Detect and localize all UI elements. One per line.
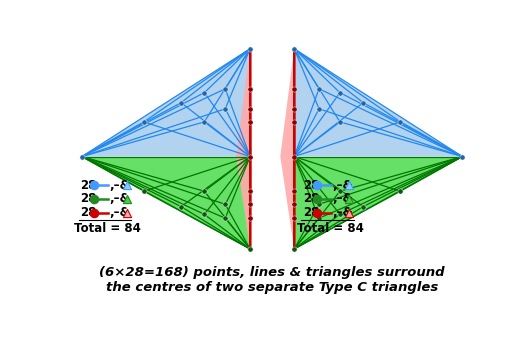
Text: ,–&: ,–& — [332, 206, 353, 219]
Point — [90, 196, 99, 202]
Point — [336, 119, 344, 125]
Point — [336, 90, 344, 95]
Point — [312, 182, 321, 188]
Text: 28: 28 — [80, 192, 97, 206]
Point — [221, 106, 229, 112]
Point — [90, 182, 99, 188]
Point — [290, 201, 298, 207]
Text: (6×28=168) points, lines & triangles surround: (6×28=168) points, lines & triangles sur… — [99, 266, 444, 279]
Polygon shape — [82, 49, 250, 157]
Point — [359, 100, 367, 105]
Point — [290, 246, 298, 252]
Point — [312, 210, 321, 215]
Point — [290, 154, 298, 159]
Point — [246, 215, 254, 221]
Point — [290, 106, 298, 112]
Text: Total = 84: Total = 84 — [296, 222, 363, 235]
Text: ,–&: ,–& — [110, 192, 131, 206]
Text: 28: 28 — [80, 206, 97, 219]
Point — [345, 182, 354, 188]
Point — [200, 119, 209, 125]
Point — [200, 189, 209, 194]
Point — [246, 46, 254, 51]
Point — [315, 201, 323, 207]
Point — [140, 119, 148, 125]
Text: 28: 28 — [303, 206, 319, 219]
Point — [246, 246, 254, 252]
Point — [345, 210, 354, 215]
Point — [200, 212, 209, 217]
Polygon shape — [294, 157, 463, 249]
Text: ,–&: ,–& — [332, 179, 353, 192]
Point — [78, 154, 86, 159]
Point — [359, 204, 367, 209]
Polygon shape — [294, 49, 463, 157]
Point — [396, 189, 405, 194]
Point — [123, 196, 131, 202]
Point — [312, 196, 321, 202]
Text: ,–&: ,–& — [332, 192, 353, 206]
Text: 28: 28 — [303, 192, 319, 206]
Point — [458, 154, 467, 159]
Point — [221, 86, 229, 92]
Polygon shape — [82, 157, 250, 249]
Point — [290, 86, 298, 92]
Point — [140, 189, 148, 194]
Point — [246, 201, 254, 207]
Point — [290, 119, 298, 125]
Point — [290, 189, 298, 194]
Point — [221, 201, 229, 207]
Polygon shape — [236, 49, 250, 249]
Text: 28: 28 — [303, 179, 319, 192]
Point — [396, 119, 405, 125]
Point — [246, 119, 254, 125]
Point — [246, 106, 254, 112]
Point — [315, 215, 323, 221]
Text: ,–&: ,–& — [110, 179, 131, 192]
Point — [90, 210, 99, 215]
Polygon shape — [280, 49, 294, 249]
Point — [290, 46, 298, 51]
Text: ,–&: ,–& — [110, 206, 131, 219]
Point — [221, 215, 229, 221]
Point — [336, 189, 344, 194]
Point — [177, 100, 185, 105]
Point — [345, 196, 354, 202]
Text: Total = 84: Total = 84 — [74, 222, 141, 235]
Point — [246, 189, 254, 194]
Text: the centres of two separate Type C triangles: the centres of two separate Type C trian… — [106, 281, 438, 294]
Point — [315, 106, 323, 112]
Point — [315, 86, 323, 92]
Point — [200, 90, 209, 95]
Point — [290, 215, 298, 221]
Point — [123, 182, 131, 188]
Point — [246, 154, 254, 159]
Text: 28: 28 — [80, 179, 97, 192]
Point — [246, 86, 254, 92]
Point — [177, 204, 185, 209]
Point — [336, 212, 344, 217]
Point — [123, 210, 131, 215]
